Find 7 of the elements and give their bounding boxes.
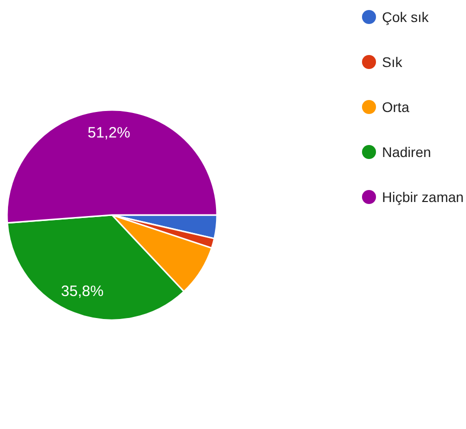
data-label: 51,2% [88, 124, 130, 142]
data-label: 35,8% [61, 282, 104, 300]
legend-label: Hiçbir zaman [382, 189, 464, 205]
legend-label: Nadiren [382, 144, 432, 160]
legend-label: Orta [382, 99, 410, 115]
legend-label: Sık [382, 54, 404, 70]
legend-label: Çok sık [382, 9, 430, 25]
